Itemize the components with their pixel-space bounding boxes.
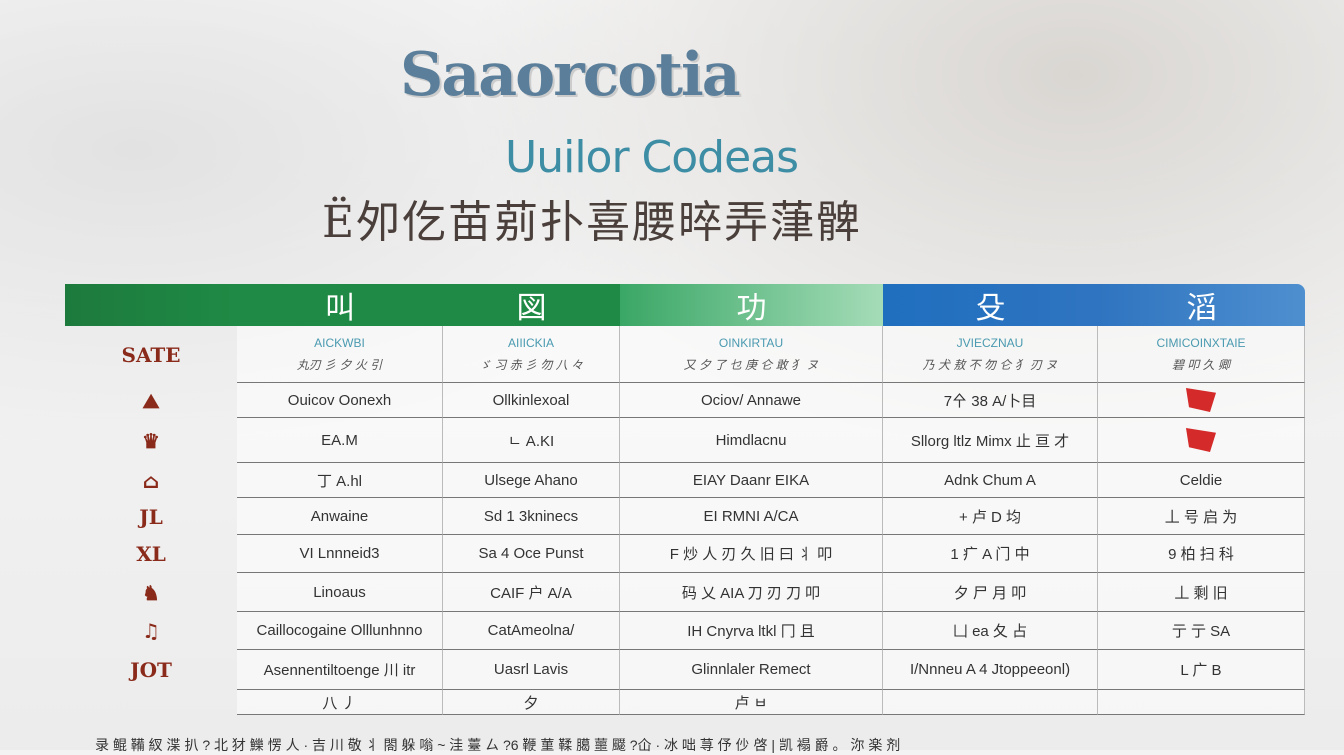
table-cell: EA.M <box>237 418 443 463</box>
subheader-zh: 又 夕 了 乜 庚 仑 敢 犭 ヌ <box>683 357 819 372</box>
table-cell: Anwaine <box>237 498 443 535</box>
column-header-3: 功 <box>620 284 883 326</box>
row-logo-icon: SATE <box>121 342 181 367</box>
red-emblem-icon <box>1186 428 1216 452</box>
table-cell: + 卢 D 均 <box>883 498 1098 535</box>
table-cell: Caillocogaine Olllunhnno <box>237 612 443 650</box>
row-logo-icon: ♛ <box>142 428 160 453</box>
table-cell: Celdie <box>1098 463 1305 498</box>
table-cell: ㄴ A.KI <box>443 418 620 463</box>
column-subheader: AICKWBI 丸刃 彡 夕 火 引 <box>237 326 443 383</box>
column-subheader: AIIICKIA ゞ 习 赤 彡 勿 八 々 <box>443 326 620 383</box>
table-cell: Ollkinlexoal <box>443 383 620 418</box>
table-cell <box>883 690 1098 715</box>
table-cell: 丄 剩 旧 <box>1098 573 1305 612</box>
red-emblem-icon <box>1186 388 1216 412</box>
row-logo-icon: JL <box>139 504 163 529</box>
table-cell: F 炒 人 刃 久 旧 曰 丬 叩 <box>620 535 883 573</box>
title-logo-text: Saaorcotia <box>400 40 741 110</box>
table-cell: IH Cnyrva ltkl 冂 且 <box>620 612 883 650</box>
table-cell: Himdlacnu <box>620 418 883 463</box>
table-cell: CAIF 户 A/A <box>443 573 620 612</box>
table-cell: Adnk Chum A <box>883 463 1098 498</box>
table-cell: Ouicov Oonexh <box>237 383 443 418</box>
row-logo-icon: ♞ <box>142 580 160 605</box>
table-cell: 丁 A.hl <box>237 463 443 498</box>
table-cell: 7㐃 38 A/卜目 <box>883 383 1098 418</box>
table-cell: 码 乂 AIA 刀 刃 刀 叩 <box>620 573 883 612</box>
row-logo-icon: ⌂ <box>142 468 160 493</box>
column-subheader: JVIECZNAU 乃 犬 敖 不 勿 仑 犭 刃 ヌ <box>883 326 1098 383</box>
table-cell: 八 丿 <box>237 690 443 715</box>
footer-text: 录 鲲 鞴 紁 渫 扒 ? 北 犲 鱳 愣 人 · 吉 川 敬 丬 閤 躲 嗡 … <box>95 737 901 753</box>
table-cell: 丄 号 启 为 <box>1098 498 1305 535</box>
row-logo-icon <box>65 690 237 715</box>
table-cell: Linoaus <box>237 573 443 612</box>
table-cell: 9 柏 扫 科 <box>1098 535 1305 573</box>
table-cell: Uasrl Lavis <box>443 650 620 690</box>
subheader-en: JVIECZNAU <box>956 335 1024 350</box>
column-subheader: CIMICOINXTAIE 碧 叩 久 卿 <box>1098 326 1305 383</box>
table-cell: Sd 1 3kninecs <box>443 498 620 535</box>
subheader-en: AICKWBI <box>314 335 365 350</box>
table-cell: VI Lnnneid3 <box>237 535 443 573</box>
subtitle-chinese: Ё夘仡苗莂扑喜腰晬弄葏髀 <box>322 197 863 248</box>
row-logo-icon: ⛰ <box>142 388 160 413</box>
subheader-zh: 乃 犬 敖 不 勿 仑 犭 刃 ヌ <box>922 357 1058 372</box>
table-cell: I/Nnneu A 4 Jtoppeeonl) <box>883 650 1098 690</box>
table-cell: Ulsege Ahano <box>443 463 620 498</box>
table-cell: Asennentiltoenge 川 itr <box>237 650 443 690</box>
subtitle-english: Uuilor Codeas <box>505 132 799 183</box>
subheader-en: CIMICOINXTAIE <box>1156 335 1246 350</box>
subheader-zh: 碧 叩 久 卿 <box>1171 357 1230 372</box>
header-blank <box>65 284 237 326</box>
row-logo-icon: XL <box>136 542 166 566</box>
table-cell: Ociov/ Annawe <box>620 383 883 418</box>
table-cell: Glinnlaler Remect <box>620 650 883 690</box>
table-cell: EI RMNI A/CA <box>620 498 883 535</box>
table-cell: EIAY Daanr EIKA <box>620 463 883 498</box>
column-header-2: 図 <box>443 284 620 326</box>
table-cell: L 广 B <box>1098 650 1305 690</box>
row-logo-icon: JOT <box>130 658 172 682</box>
table-cell: 1 疒 A 门 中 <box>883 535 1098 573</box>
table-cell: 夕 <box>443 690 620 715</box>
column-header-4: 殳 <box>883 284 1098 326</box>
column-subheader: OINKIRTAU 又 夕 了 乜 庚 仑 敢 犭 ヌ <box>620 326 883 383</box>
column-header-5: 滔 <box>1098 284 1305 326</box>
table-cell: 卢 ㅂ <box>620 690 883 715</box>
table-cell: 凵 ea 夂 占 <box>883 612 1098 650</box>
table-cell <box>1098 383 1305 418</box>
table-cell: CatAmeolna/ <box>443 612 620 650</box>
table-cell: 亍 亍 SA <box>1098 612 1305 650</box>
row-logo-icon: ♫ <box>142 619 160 643</box>
subheader-en: OINKIRTAU <box>718 335 784 350</box>
column-header-1: 叫 <box>237 284 443 326</box>
table-cell <box>1098 418 1305 463</box>
subheader-zh: ゞ 习 赤 彡 勿 八 々 <box>478 357 583 372</box>
table-cell: 夕 尸 月 叩 <box>883 573 1098 612</box>
table-cell <box>1098 690 1305 715</box>
table-cell: Sa 4 Oce Punst <box>443 535 620 573</box>
table-cell: Sllorg ltlz Mimx 止 亘 才 <box>883 418 1098 463</box>
subheader-en: AIIICKIA <box>507 335 554 350</box>
subheader-zh: 丸刃 彡 夕 火 引 <box>296 357 383 372</box>
